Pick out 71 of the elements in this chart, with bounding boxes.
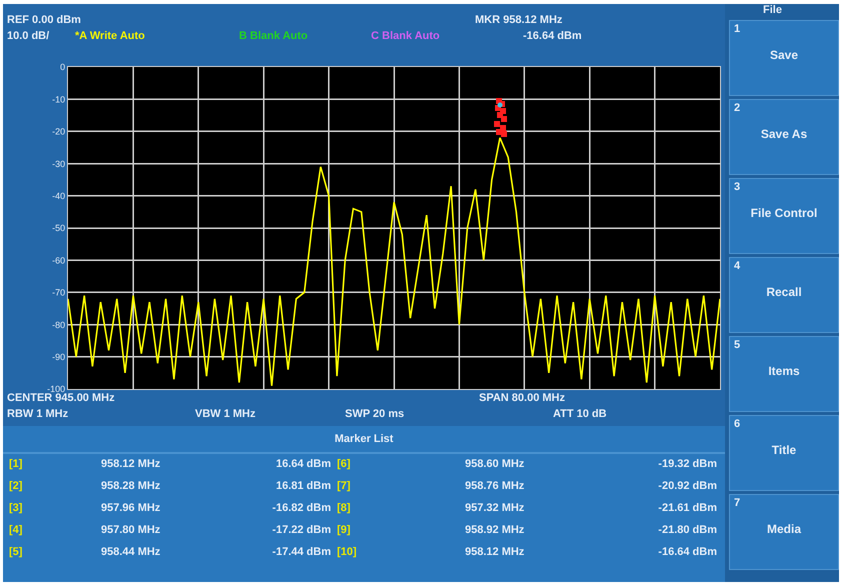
line-series bbox=[68, 137, 720, 387]
text: Save bbox=[768, 48, 800, 62]
text: [8] bbox=[337, 502, 350, 515]
y-tick-label: -50 bbox=[52, 223, 66, 234]
text: -21.80 dBm bbox=[658, 524, 717, 537]
text: 958.12 MHz bbox=[465, 546, 524, 559]
text: Recall bbox=[765, 285, 803, 299]
text: Marker List bbox=[334, 433, 394, 446]
y-tick-label: -40 bbox=[52, 190, 66, 201]
text: -16.82 dBm bbox=[272, 502, 331, 515]
text: Title bbox=[770, 443, 798, 457]
text: 4 bbox=[734, 260, 740, 273]
text: *A Write Auto bbox=[75, 30, 145, 43]
text: 1 bbox=[734, 23, 740, 36]
text: 958.60 MHz bbox=[465, 458, 524, 471]
text: -17.44 dBm bbox=[272, 546, 331, 559]
text: -16.64 dBm bbox=[523, 30, 582, 43]
text: ATT 10 dB bbox=[553, 408, 607, 421]
text: 958.12 MHz bbox=[101, 458, 160, 471]
text: RBW 1 MHz bbox=[7, 408, 68, 421]
text: [7] bbox=[337, 480, 350, 493]
text: 3 bbox=[734, 181, 740, 194]
text: [3] bbox=[9, 502, 22, 515]
text: 957.32 MHz bbox=[465, 502, 524, 515]
text: [4] bbox=[9, 524, 22, 537]
y-tick-label: -60 bbox=[52, 255, 66, 266]
text: 958.28 MHz bbox=[101, 480, 160, 493]
text: Media bbox=[766, 522, 802, 536]
text: [10] bbox=[337, 546, 357, 559]
y-tick-label: -80 bbox=[52, 320, 66, 330]
text: [6] bbox=[337, 458, 350, 471]
y-tick-label: -70 bbox=[52, 288, 66, 298]
text: MKR 958.12 MHz bbox=[475, 14, 562, 27]
text: 958.44 MHz bbox=[101, 546, 160, 559]
text: [9] bbox=[337, 524, 350, 537]
text: SWP 20 ms bbox=[345, 408, 404, 421]
text: [2] bbox=[9, 480, 22, 493]
text: 957.96 MHz bbox=[101, 502, 160, 515]
y-tick-label: -10 bbox=[52, 94, 66, 104]
text: 16.64 dBm bbox=[276, 458, 331, 471]
text: Save As bbox=[760, 127, 808, 141]
y-tick-label: -90 bbox=[52, 352, 66, 362]
text: [1] bbox=[9, 458, 22, 471]
text: 958.92 MHz bbox=[465, 524, 524, 537]
y-tick-label: -20 bbox=[52, 126, 66, 137]
text: -21.61 dBm bbox=[658, 502, 717, 515]
y-tick-label: -30 bbox=[52, 158, 66, 169]
text: REF 0.00 dBm bbox=[7, 14, 81, 27]
text: -16.64 dBm bbox=[658, 546, 717, 559]
text: VBW 1 MHz bbox=[195, 408, 256, 421]
text: 958.76 MHz bbox=[465, 480, 524, 493]
text: SPAN 80.00 MHz bbox=[479, 392, 565, 405]
text: Items bbox=[767, 364, 801, 378]
text: CENTER 945.00 MHz bbox=[7, 392, 115, 405]
text: -20.92 dBm bbox=[658, 480, 717, 493]
text: 10.0 dB/ bbox=[7, 30, 50, 43]
text: [5] bbox=[9, 546, 22, 559]
text: File bbox=[763, 4, 782, 17]
y-tick-label: -100 bbox=[47, 384, 66, 394]
text: 16.81 dBm bbox=[276, 480, 331, 493]
text: -17.22 dBm bbox=[272, 524, 331, 537]
text: C Blank Auto bbox=[371, 30, 440, 43]
text: 5 bbox=[734, 339, 740, 352]
text: B Blank Auto bbox=[239, 30, 308, 43]
text: 6 bbox=[734, 418, 740, 431]
text: 7 bbox=[734, 497, 740, 510]
text: 957.80 MHz bbox=[101, 524, 160, 537]
text: -19.32 dBm bbox=[658, 458, 717, 471]
text: 2 bbox=[734, 102, 740, 115]
y-tick-label: 0 bbox=[60, 62, 66, 72]
text: File Control bbox=[750, 206, 818, 220]
